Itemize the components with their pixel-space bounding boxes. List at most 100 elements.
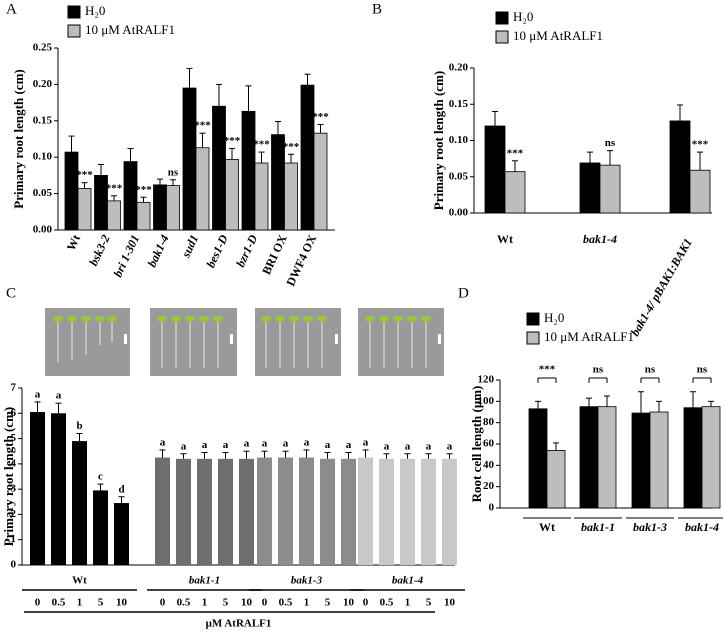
error-bar (201, 451, 208, 459)
error-bar (245, 85, 252, 112)
error-bar (229, 147, 235, 160)
x-tick-label: 10 (343, 597, 355, 609)
x-tick-label: bak1-4 (583, 232, 617, 246)
x-tick-label: Wt (497, 232, 513, 246)
y-tick-label: 0.00 (449, 207, 469, 219)
x-tick-label: bak1-4 (685, 520, 719, 534)
error-bar (216, 83, 222, 107)
y-tick-label: 0.20 (449, 62, 469, 74)
error-bar (127, 147, 134, 162)
significance-letter: a (447, 440, 453, 452)
error-bar (638, 391, 644, 414)
y-tick-label: 20 (483, 480, 495, 492)
significance-letter: a (56, 390, 62, 402)
significance-letter: a (405, 440, 411, 452)
y-tick-label: 6 (11, 407, 17, 419)
panel-label: C (6, 285, 16, 301)
legend-label: H₂0 (513, 9, 533, 24)
significance-letter: a (384, 440, 390, 452)
significance-letter: a (160, 436, 166, 448)
error-bar (324, 451, 331, 459)
group-label: bak1-3 (291, 575, 323, 587)
bar (320, 458, 335, 565)
x-tick-label: bak1-1 (581, 520, 615, 534)
y-tick-label: 0.15 (33, 114, 53, 126)
bar (254, 162, 269, 231)
significance: *** (253, 139, 270, 151)
group-label: bak1-1 (189, 575, 220, 587)
error-bar (345, 451, 352, 459)
legend-swatch (526, 312, 540, 326)
legend-swatch (495, 11, 509, 25)
bar (278, 457, 293, 565)
bar (379, 458, 394, 565)
significance: ns (605, 137, 616, 149)
error-bar (180, 453, 187, 459)
error-bar (304, 73, 311, 86)
y-tick-label: 0.15 (449, 98, 469, 110)
group-label: bak1-4 (392, 575, 424, 587)
error-bar (55, 402, 62, 414)
y-tick-label: 4 (11, 457, 17, 469)
significance-letter: a (244, 438, 250, 450)
x-tick-label: 5 (223, 597, 229, 609)
error-bar (607, 150, 613, 166)
bar (77, 188, 92, 231)
error-bar (118, 496, 125, 504)
significance: ns (168, 166, 179, 178)
bar (484, 125, 506, 214)
error-bar (186, 67, 193, 89)
significance-letter: a (346, 439, 352, 451)
y-axis-label: Primary root length (cm) (431, 71, 446, 210)
error-bar (587, 151, 593, 163)
bar (136, 201, 151, 231)
legend-swatch (526, 331, 540, 345)
error-bar (656, 400, 662, 412)
bar (358, 457, 373, 565)
bar (669, 120, 691, 214)
significance: *** (194, 120, 211, 132)
legend-label: H₂0 (544, 310, 564, 325)
significance: *** (135, 184, 152, 196)
bar (341, 458, 356, 565)
y-tick-label: 2 (11, 508, 17, 520)
y-tick-label: 7 (11, 382, 17, 394)
error-bar (98, 163, 104, 176)
y-tick-label: 1 (11, 533, 17, 545)
x-tick-label: 10 (241, 597, 253, 609)
y-tick-label: 0.20 (33, 78, 53, 90)
error-bar (697, 151, 703, 171)
significance-letter: a (181, 440, 187, 452)
bar (701, 406, 721, 509)
error-bar (34, 401, 41, 413)
significance-letter: a (283, 438, 289, 450)
y-tick-label: 3 (11, 483, 17, 495)
bar (504, 171, 526, 214)
error-bar (68, 135, 75, 153)
x-tick-label: Wt (64, 233, 83, 253)
error-bar (261, 450, 268, 458)
bar (93, 490, 108, 565)
x-axis-label: μM AtRALF1 (206, 618, 272, 630)
x-tick-label: 0 (262, 597, 268, 609)
error-bar (288, 153, 294, 164)
seedling-photos (45, 308, 444, 376)
significance-letter: a (223, 439, 229, 451)
bar (195, 147, 210, 231)
error-bar (553, 442, 559, 451)
panel-label: D (458, 285, 469, 301)
y-axis-label: Primary root length (cm) (11, 69, 26, 208)
y-axis-label: Root cell length (μm) (469, 386, 484, 503)
error-bar (76, 433, 83, 442)
x-tick-label: 0 (160, 597, 166, 609)
y-tick-label: 0.10 (449, 134, 469, 146)
x-tick-label: DWF4 OX (283, 232, 319, 288)
bar (166, 185, 180, 231)
error-bar (446, 453, 453, 459)
y-tick-label: 40 (483, 459, 495, 471)
error-bar (243, 450, 250, 459)
x-tick-label: 5 (98, 597, 104, 609)
bar (123, 161, 138, 231)
x-tick-label: 0 (35, 597, 41, 609)
legend-label: 10 μM AtRALF1 (85, 22, 175, 37)
